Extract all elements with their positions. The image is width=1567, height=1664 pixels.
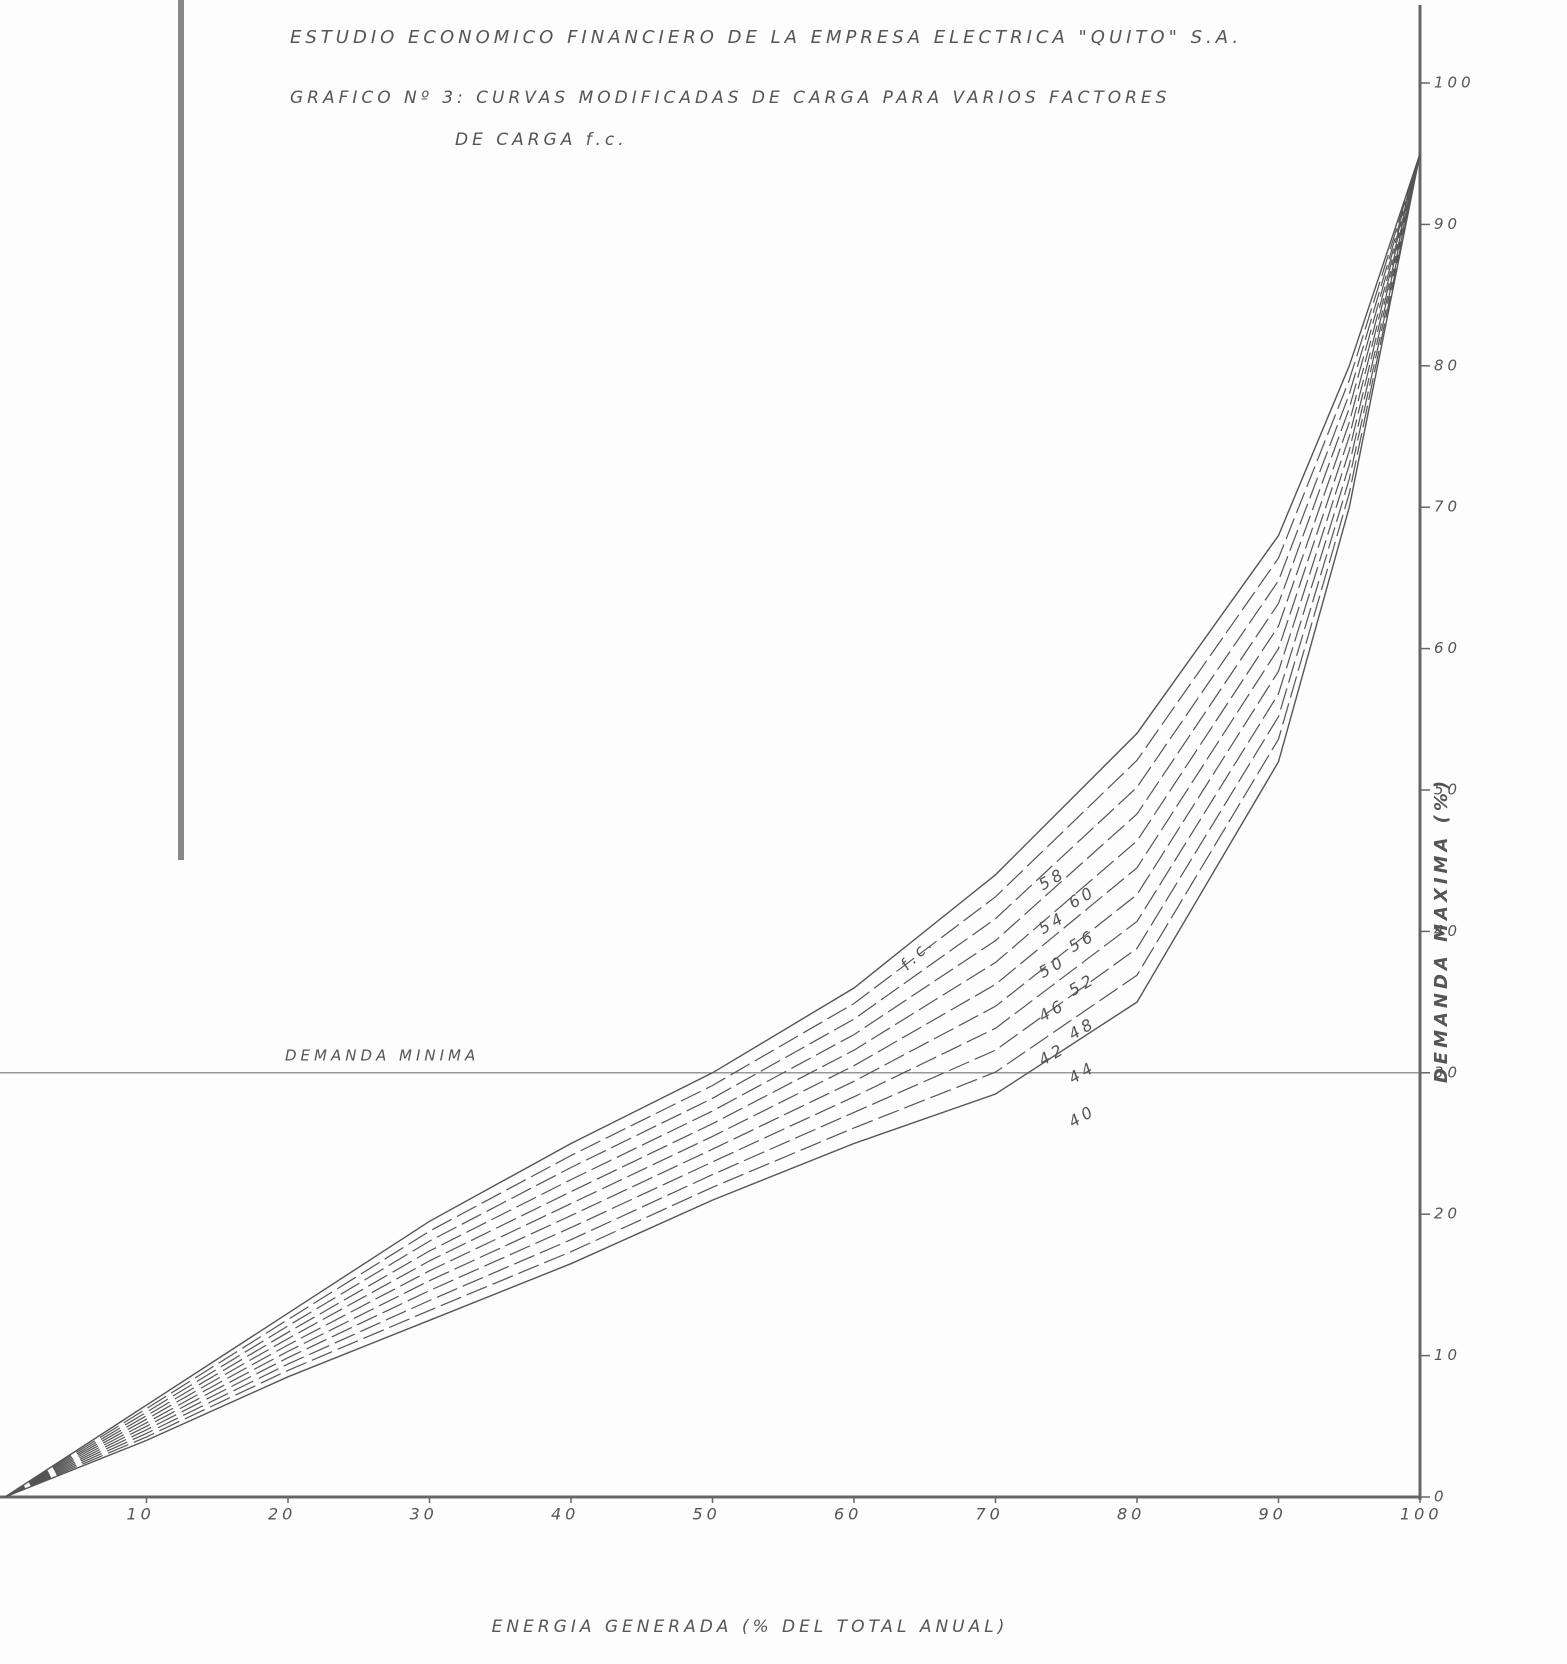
x-tick-label: 90 [1259, 1505, 1287, 1524]
curve-label-prefix: f.c. [897, 932, 939, 974]
x-tick-label: 10 [127, 1505, 155, 1524]
curve [4, 153, 1421, 1498]
curve-label: 48 [1065, 1013, 1099, 1044]
y-tick-label: 0 [1434, 1488, 1448, 1506]
x-tick-label: 80 [1117, 1505, 1145, 1524]
edge-bar [178, 0, 184, 860]
x-tick-label: 100 [1400, 1505, 1443, 1524]
x-tick-label: 50 [693, 1505, 721, 1524]
x-tick-label: 60 [834, 1505, 862, 1524]
curve-label: 44 [1065, 1057, 1099, 1088]
y-tick-label: 90 [1434, 215, 1461, 233]
x-tick-label: 40 [551, 1505, 579, 1524]
curve-label: 56 [1065, 925, 1099, 956]
x-tick-label: 70 [976, 1505, 1004, 1524]
x-tick-label: 20 [268, 1505, 296, 1524]
chart-subtitle: DE CARGA f.c. [455, 130, 628, 150]
y-tick-label: 80 [1434, 356, 1461, 374]
curve [4, 153, 1421, 1498]
curve [4, 153, 1421, 1498]
curve-label: 54 [1035, 907, 1069, 938]
chart-subtitle: GRAFICO Nº 3: CURVAS MODIFICADAS DE CARG… [290, 88, 1170, 108]
y-tick-label: 50 [1434, 781, 1461, 799]
curve-label: 58 [1035, 863, 1069, 894]
y-tick-label: 70 [1434, 498, 1461, 516]
curve-label: 46 [1035, 995, 1069, 1026]
y-tick-label: 20 [1434, 1205, 1461, 1223]
y-axis-label: DEMANDA MAXIMA (%) [1431, 777, 1452, 1083]
curve [4, 153, 1421, 1498]
y-tick-label: 100 [1434, 74, 1475, 92]
x-axis-label: ENERGIA GENERADA (% DEL TOTAL ANUAL) [492, 1617, 1009, 1637]
y-tick-label: 30 [1434, 1063, 1461, 1081]
curve [4, 153, 1421, 1498]
chart-title: ESTUDIO ECONOMICO FINANCIERO DE LA EMPRE… [290, 27, 1242, 48]
curve-label: 40 [1065, 1101, 1099, 1132]
curve [4, 153, 1421, 1498]
reference-label: DEMANDA MINIMA [285, 1046, 479, 1064]
curve-label: 52 [1065, 969, 1099, 1000]
y-tick-label: 60 [1434, 639, 1461, 657]
curve [4, 153, 1421, 1498]
curve [4, 153, 1421, 1498]
y-tick-label: 40 [1434, 922, 1461, 940]
curve-label: 60 [1065, 882, 1099, 913]
curve [4, 153, 1421, 1498]
x-tick-label: 30 [410, 1505, 438, 1524]
y-tick-label: 10 [1434, 1346, 1461, 1364]
curve [4, 153, 1421, 1498]
curve [4, 153, 1421, 1498]
